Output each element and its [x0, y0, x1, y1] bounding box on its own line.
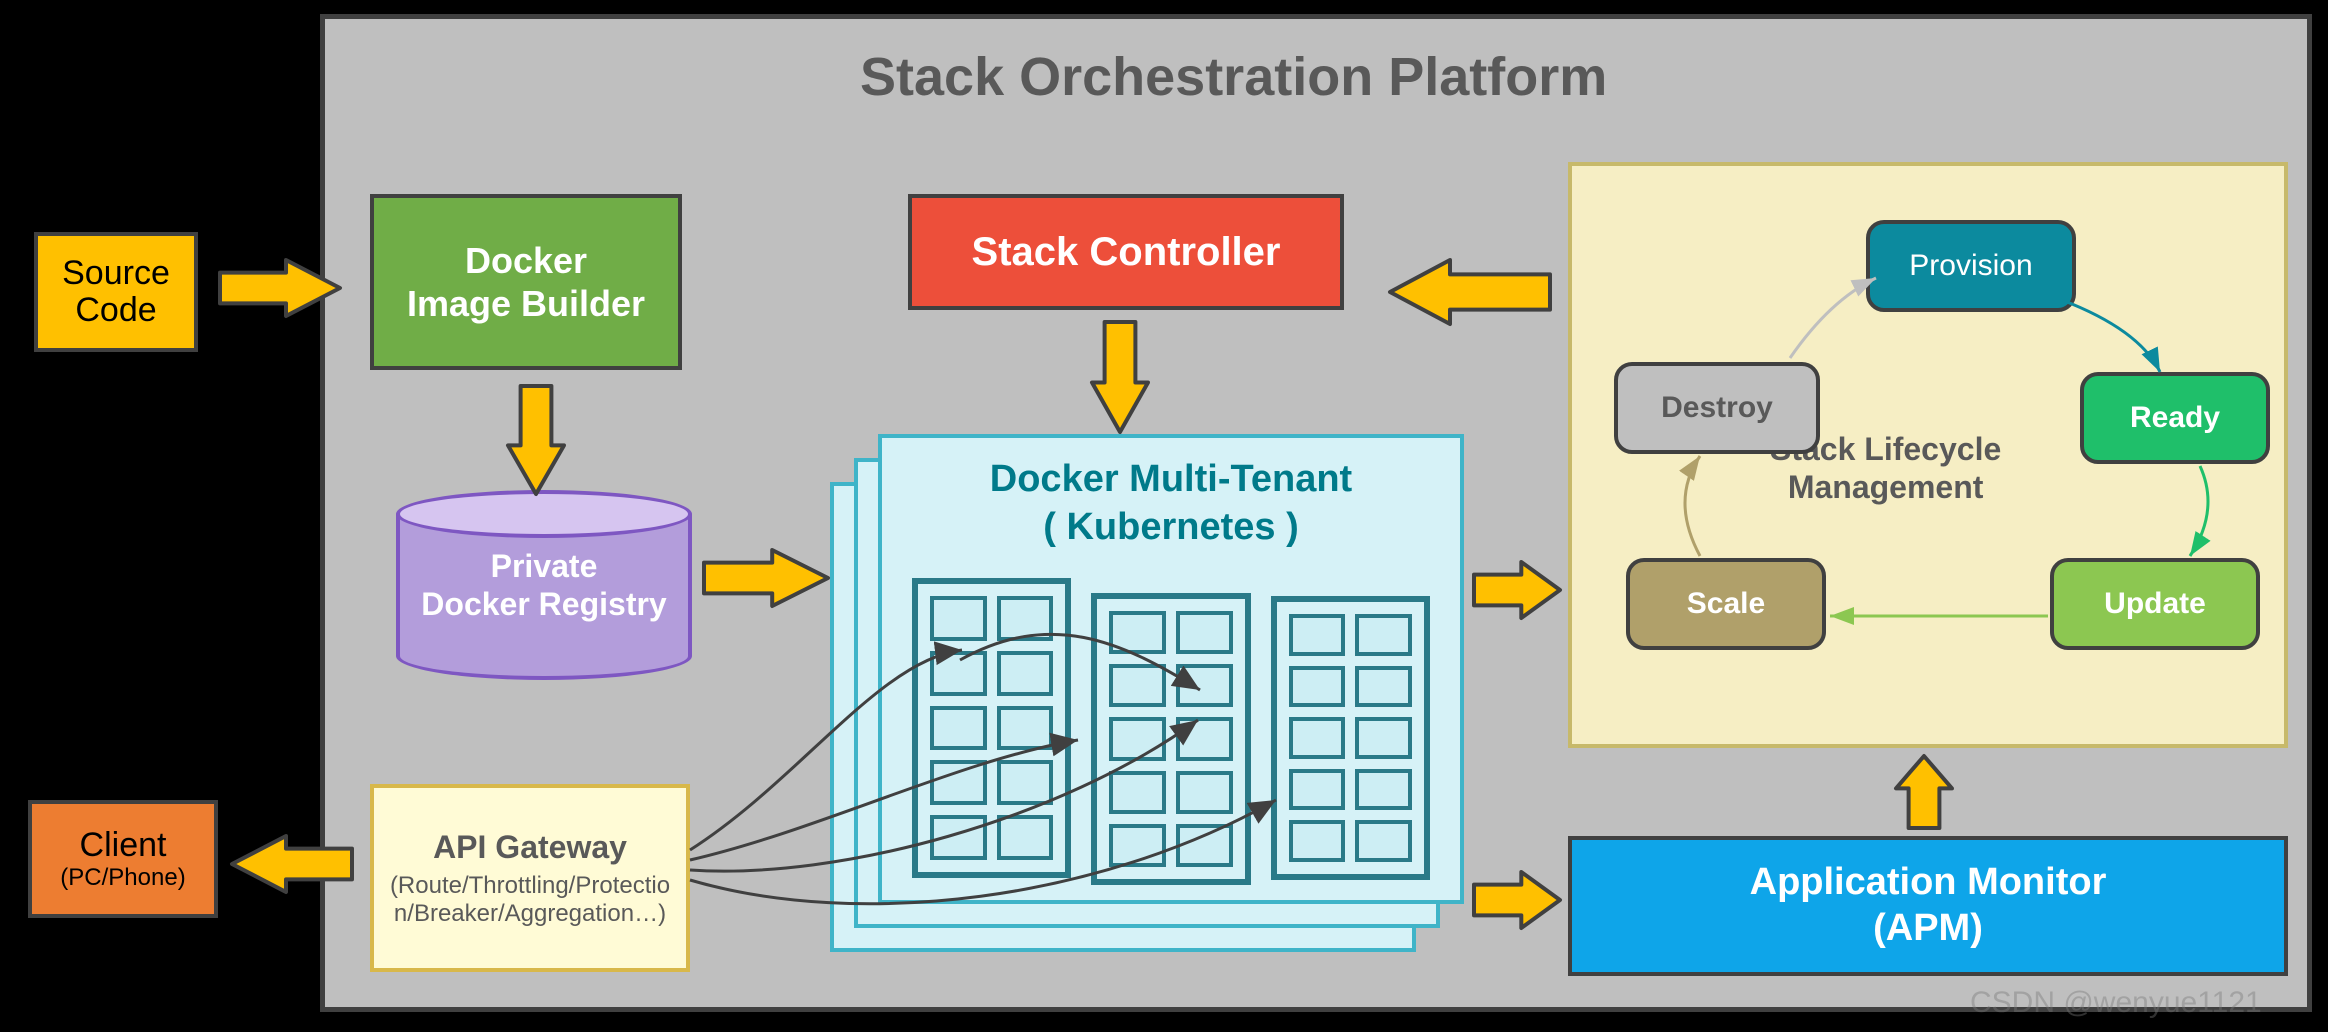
app-monitor-box: Application Monitor (APM): [1568, 836, 2288, 976]
lifecycle-node-update: Update: [2050, 558, 2260, 650]
lifecycle-node-ready: Ready: [2080, 372, 2270, 464]
apm-l1: Application Monitor: [1750, 860, 2107, 906]
dib-l2: Image Builder: [407, 282, 645, 325]
docker-image-builder-box: Docker Image Builder: [370, 194, 682, 370]
watermark: CSDN @wenyue1121: [1970, 986, 2262, 1020]
stack-controller-box: Stack Controller: [908, 194, 1344, 310]
stack-controller-label: Stack Controller: [972, 230, 1281, 275]
client-l2: (PC/Phone): [60, 865, 185, 891]
page-title: Stack Orchestration Platform: [860, 46, 1607, 108]
lifecycle-node-scale: Scale: [1626, 558, 1826, 650]
lifecycle-node-destroy: Destroy: [1614, 362, 1820, 454]
api-gateway-title: API Gateway: [433, 829, 627, 866]
lifecycle-title-l2: Management: [1788, 468, 1984, 506]
api-gateway-subtitle: (Route/Throttling/Protection/Breaker/Agg…: [388, 872, 672, 927]
dib-l1: Docker: [465, 239, 587, 282]
client-box: Client (PC/Phone): [28, 800, 218, 918]
source-code-box: Source Code: [34, 232, 198, 352]
api-gateway-box: API Gateway (Route/Throttling/Protection…: [370, 784, 690, 972]
lifecycle-node-provision: Provision: [1866, 220, 2076, 312]
source-code-l1: Source: [62, 255, 170, 292]
docker-registry-cylinder: PrivateDocker Registry: [396, 490, 692, 680]
client-l1: Client: [80, 827, 167, 864]
source-code-l2: Code: [75, 292, 156, 329]
apm-l2: (APM): [1873, 906, 1983, 952]
